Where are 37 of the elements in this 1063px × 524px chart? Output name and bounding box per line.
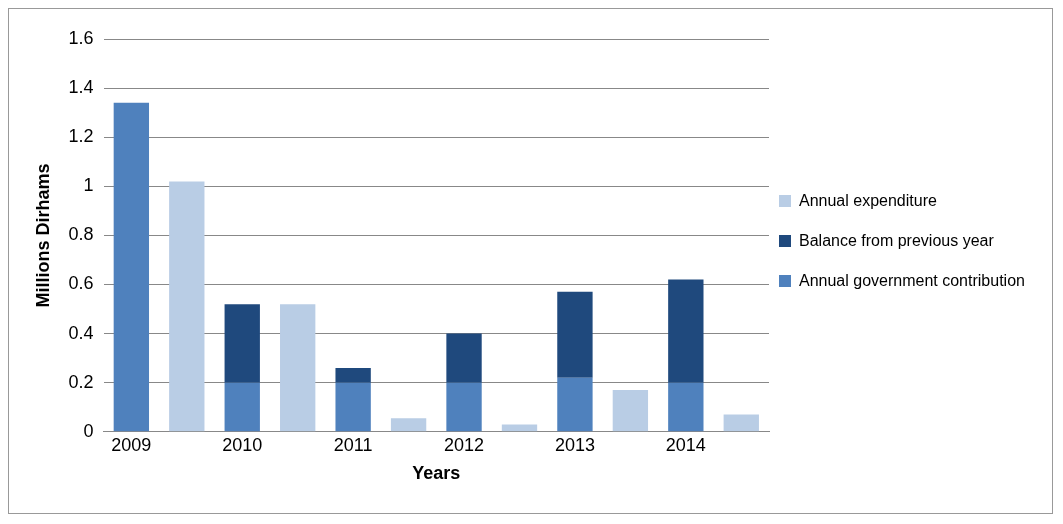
bar <box>335 367 371 383</box>
y-tick-label: 1 <box>83 175 94 196</box>
bar <box>446 382 482 432</box>
x-tick-label: 2012 <box>444 434 485 455</box>
x-tick-label: 2010 <box>222 434 263 455</box>
x-tick-label: 2014 <box>665 434 706 455</box>
bar <box>723 414 759 432</box>
bar <box>224 382 260 432</box>
y-tick-label: 1.6 <box>68 27 94 48</box>
bar <box>390 418 427 432</box>
bar <box>169 181 205 432</box>
bar <box>113 102 150 432</box>
y-tick-label: 0.4 <box>68 322 94 343</box>
x-tick-label: 2011 <box>333 434 373 455</box>
legend-label: Balance from previous year <box>799 232 994 250</box>
bar <box>335 382 371 432</box>
y-tick-label: 0 <box>83 420 94 441</box>
y-tick-label: 1.4 <box>68 77 94 98</box>
y-tick-label: 0.8 <box>68 224 94 245</box>
bar <box>446 333 482 383</box>
bar <box>224 304 260 383</box>
y-tick-label: 0.2 <box>68 371 94 392</box>
legend-label: Annual expenditure <box>799 192 937 210</box>
bar <box>668 382 704 432</box>
x-tick-label: 2013 <box>554 434 595 455</box>
bar <box>501 424 538 432</box>
bar <box>280 304 316 432</box>
x-axis-title: Years <box>412 463 461 484</box>
x-tick-label: 2009 <box>111 434 152 455</box>
legend-label: Annual government contribution <box>799 272 1025 290</box>
y-tick-label: 1.2 <box>68 126 94 147</box>
bar <box>612 390 649 432</box>
bar <box>668 279 704 383</box>
bar <box>557 291 593 378</box>
y-axis-title: Millions Dirhams <box>32 163 53 308</box>
y-tick-label: 0.6 <box>68 273 94 294</box>
bar <box>557 377 593 432</box>
